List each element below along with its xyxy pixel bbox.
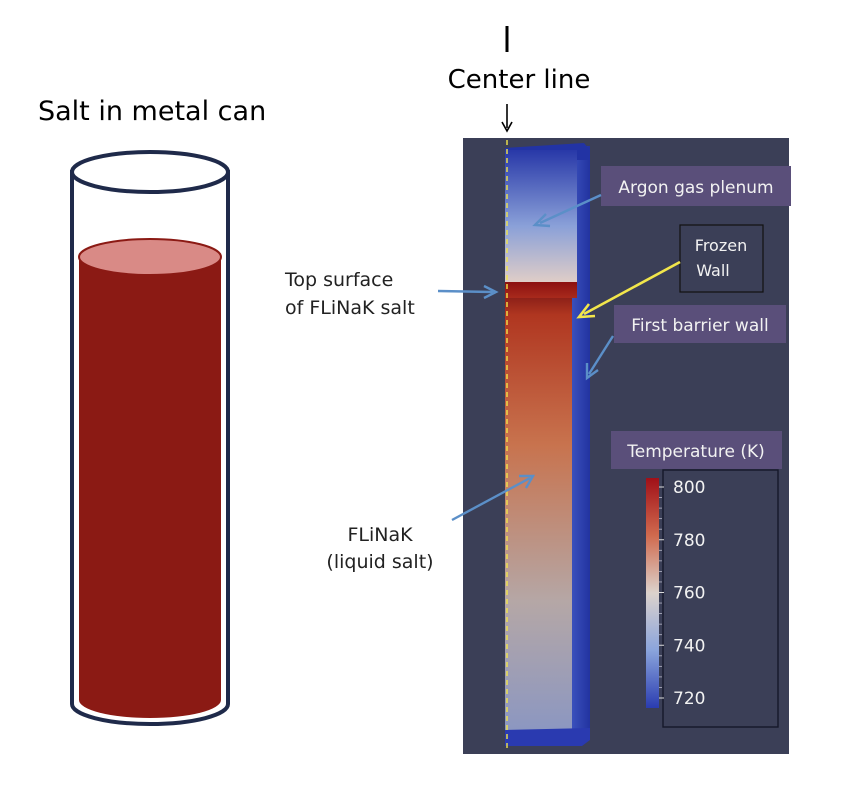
can-bottom: [70, 703, 230, 726]
colorbar-tick-label: 740: [673, 636, 705, 656]
center-line-arrow-head: [501, 121, 513, 133]
flinak-label-line2: (liquid salt): [326, 551, 433, 573]
colorbar-tick-label: 800: [673, 478, 705, 498]
colorbar-frame: [662, 469, 779, 728]
salt-body: [79, 257, 221, 718]
colorbar-tick-label: 760: [673, 584, 705, 604]
top-surface-label-line1: Top surface: [284, 269, 393, 291]
frozen-wall-arrow: [576, 260, 681, 319]
colorbar-gradient: [646, 478, 659, 708]
salt-top-surface: [505, 282, 577, 298]
left-panel-title: Salt in metal can: [38, 96, 266, 127]
argon-label-box: [601, 166, 791, 206]
frozen-wall-label-line1: Frozen: [695, 236, 747, 255]
first-barrier-label-box: [614, 305, 786, 343]
salt-surface: [78, 238, 222, 276]
colorbar-title: Temperature (K): [626, 442, 765, 462]
colorbar-tick-label: 720: [673, 689, 705, 709]
frozen-wall-label-line2: Wall: [696, 261, 730, 280]
first-barrier-label: First barrier wall: [631, 316, 768, 336]
top-surface-label-line2: of FLiNaK salt: [285, 297, 415, 319]
argon-arrow: [532, 193, 602, 228]
flinak-label-line1: FLiNaK: [347, 524, 413, 546]
center-line-label: Center line: [448, 65, 591, 95]
argon-label: Argon gas plenum: [618, 178, 773, 198]
first-barrier-arrow: [585, 335, 615, 381]
colorbar-ticks: 800 780 760 740 720: [659, 478, 705, 709]
metal-can: [70, 150, 230, 726]
can-rim: [70, 150, 230, 194]
frozen-wall-label-box: [679, 224, 764, 293]
barrier-wall-bottom: [505, 728, 590, 746]
colorbar-tick-label: 780: [673, 531, 705, 551]
flinak-salt-region: [505, 288, 572, 736]
colorbar-title-box: [611, 431, 782, 469]
simulation-geometry: [505, 140, 590, 750]
top-surface-arrow: [437, 284, 499, 300]
flinak-arrow: [451, 474, 536, 522]
